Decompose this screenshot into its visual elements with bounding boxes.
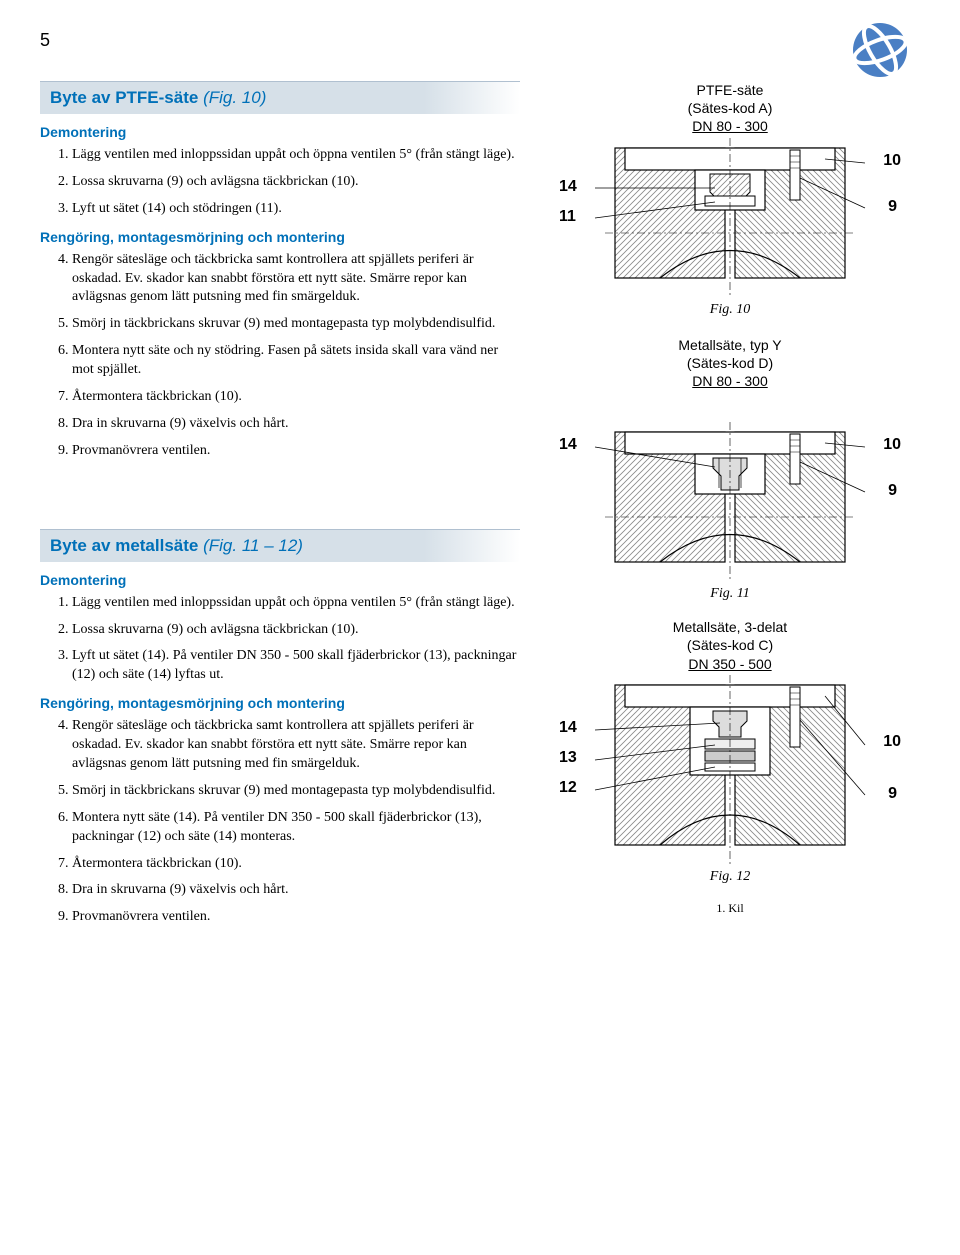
fig10-diagram: 14 11 10 9 [565,138,895,298]
list-item: 5. Smörj in täckbrickans skruvar (9) med… [58,315,520,334]
list-item: 3. Lyft ut sätet (14) och stödringen (11… [58,200,520,219]
fig10-block: PTFE-säte (Sätes-kod A) DN 80 - 300 [540,81,920,318]
fig11-diagram: 14 10 9 [565,422,895,582]
fig12-title: Metallsäte, 3-delat (Sätes-kod C) DN 350… [540,618,920,673]
fig12-t3: DN 350 - 500 [688,656,771,672]
callout-13: 13 [559,749,577,767]
list-item: 5. Smörj in täckbrickans skruvar (9) med… [58,782,520,801]
callout-10: 10 [883,733,901,751]
section1-sub2: Rengöring, montagesmörjning och monterin… [40,229,520,245]
section1-heading: Byte av PTFE-säte (Fig. 10) [40,81,520,114]
callout-9: 9 [888,482,897,500]
callout-10: 10 [883,152,901,170]
section2-sub2: Rengöring, montagesmörjning och monterin… [40,695,520,711]
callout-14: 14 [559,436,577,454]
callout-11: 11 [559,208,576,226]
fig10-title: PTFE-säte (Sätes-kod A) DN 80 - 300 [540,81,920,136]
footnote: 1. Kil [540,901,920,916]
list-item: 4. Rengör sätesläge och täckbricka samt … [58,717,520,774]
fig12-t1: Metallsäte, 3-delat [673,619,787,635]
list-item: 7. Återmontera täckbrickan (10). [58,855,520,874]
list-item: 2. Lossa skruvarna (9) och avlägsna täck… [58,173,520,192]
fig12-t2: (Sätes-kod C) [687,637,773,653]
list-item: 2. Lossa skruvarna (9) och avlägsna täck… [58,621,520,640]
list-item: 4. Rengör sätesläge och täckbricka samt … [58,251,520,308]
section2-list2: 4. Rengör sätesläge och täckbricka samt … [40,717,520,927]
callout-14: 14 [559,719,577,737]
list-item: 6. Montera nytt säte och ny stödring. Fa… [58,342,520,380]
fig12-caption: Fig. 12 [540,869,920,885]
fig11-block: 14 10 9 Fig. 11 [540,422,920,602]
fig11h-t1: Metallsäte, typ Y [678,337,781,353]
list-item: 9. Provmanövrera ventilen. [58,442,520,461]
fig11h-t3: DN 80 - 300 [692,373,767,389]
section2-title: Byte av metallsäte [50,536,198,555]
list-item: 1. Lägg ventilen med inloppssidan uppåt … [58,146,520,165]
fig11-caption: Fig. 11 [540,586,920,602]
section1-list1: 1. Lägg ventilen med inloppssidan uppåt … [40,146,520,219]
section2-list1: 1. Lägg ventilen med inloppssidan uppåt … [40,594,520,686]
fig11-header: Metallsäte, typ Y (Sätes-kod D) DN 80 - … [540,336,920,391]
list-item: 6. Montera nytt säte (14). På ventiler D… [58,809,520,847]
callout-9: 9 [888,198,897,216]
fig10-t1: PTFE-säte [697,82,764,98]
fig10-t3: DN 80 - 300 [692,118,767,134]
section1-fig-ref: (Fig. 10) [203,88,266,107]
list-item: 8. Dra in skruvarna (9) växelvis och hår… [58,415,520,434]
callout-12: 12 [559,779,577,797]
section2-fig-ref: (Fig. 11 – 12) [203,536,303,555]
section2-sub1: Demontering [40,572,520,588]
list-item: 8. Dra in skruvarna (9) växelvis och hår… [58,881,520,900]
fig10-caption: Fig. 10 [540,302,920,318]
list-item: 7. Återmontera täckbrickan (10). [58,388,520,407]
fig12-diagram: 14 13 12 10 9 [565,675,895,865]
main-layout: Byte av PTFE-säte (Fig. 10) Demontering … [40,81,920,935]
list-item: 9. Provmanövrera ventilen. [58,908,520,927]
right-column: PTFE-säte (Sätes-kod A) DN 80 - 300 [540,81,920,935]
callout-14: 14 [559,178,577,196]
section2-heading: Byte av metallsäte (Fig. 11 – 12) [40,529,520,562]
fig12-block: Metallsäte, 3-delat (Sätes-kod C) DN 350… [540,618,920,885]
callout-10: 10 [883,436,901,454]
fig11h-t2: (Sätes-kod D) [687,355,773,371]
brand-logo [850,20,910,80]
list-item: 3. Lyft ut sätet (14). På ventiler DN 35… [58,647,520,685]
section1-title: Byte av PTFE-säte [50,88,198,107]
left-column: Byte av PTFE-säte (Fig. 10) Demontering … [40,81,520,935]
section1-list2: 4. Rengör sätesläge och täckbricka samt … [40,251,520,461]
callout-9: 9 [888,785,897,803]
list-item: 1. Lägg ventilen med inloppssidan uppåt … [58,594,520,613]
section1-sub1: Demontering [40,124,520,140]
page-number: 5 [40,30,920,51]
fig10-t2: (Sätes-kod A) [688,100,773,116]
